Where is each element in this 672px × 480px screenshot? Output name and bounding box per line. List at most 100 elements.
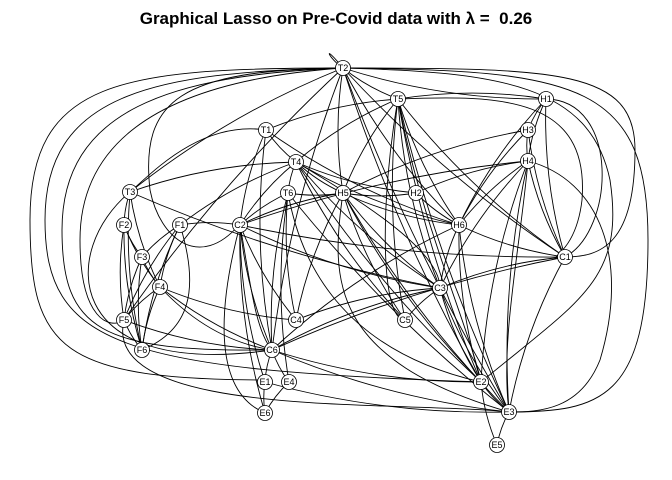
node-circle bbox=[335, 60, 351, 76]
edge-H6-C1 bbox=[458, 224, 566, 258]
edge-H6-E3 bbox=[458, 224, 510, 413]
node-label: F6 bbox=[137, 345, 148, 355]
edge-H5-H6 bbox=[342, 192, 460, 226]
edge-H3-C1 bbox=[527, 129, 566, 258]
node-E6: E6 bbox=[257, 405, 273, 421]
node-H5: H5 bbox=[335, 185, 351, 201]
graph-edge bbox=[239, 224, 273, 351]
node-F1: F1 bbox=[172, 217, 188, 233]
edge-T2-C1 bbox=[342, 67, 566, 258]
edge-T5-C5 bbox=[391, 98, 406, 321]
graph-edge bbox=[342, 67, 614, 383]
edge-H1-H6 bbox=[458, 98, 547, 226]
edge-H5-C2 bbox=[239, 192, 344, 226]
edge-H1-C1 bbox=[545, 98, 566, 258]
node-C5: C5 bbox=[397, 312, 413, 328]
node-label: T3 bbox=[125, 187, 136, 197]
node-label: C1 bbox=[559, 252, 571, 262]
node-circle bbox=[432, 280, 448, 296]
node-circle bbox=[257, 374, 273, 390]
node-label: H4 bbox=[522, 156, 534, 166]
node-label: H2 bbox=[410, 188, 422, 198]
node-label: E3 bbox=[503, 407, 514, 417]
node-label: T2 bbox=[338, 63, 349, 73]
edge-T6-C6 bbox=[270, 192, 289, 351]
node-label: H6 bbox=[453, 220, 465, 230]
node-circle bbox=[408, 185, 424, 201]
edge-C1-E3 bbox=[508, 256, 566, 413]
graph-edge bbox=[295, 161, 441, 289]
edge-T5-H5 bbox=[342, 98, 399, 194]
edge-C6-E2 bbox=[271, 349, 482, 383]
graph-edge bbox=[342, 67, 649, 413]
node-H4: H4 bbox=[520, 153, 536, 169]
edge-T1-H6 bbox=[265, 129, 460, 226]
node-circle bbox=[489, 437, 505, 453]
graph-edge bbox=[223, 224, 266, 414]
node-circle bbox=[520, 153, 536, 169]
edge-T4-E2 bbox=[295, 161, 482, 383]
edge-H4-H2 bbox=[415, 160, 529, 194]
edge-T6-C4 bbox=[285, 192, 297, 321]
edge-H3-H5 bbox=[342, 129, 529, 194]
node-circle bbox=[281, 374, 297, 390]
edge-C6-E3 bbox=[271, 349, 510, 413]
node-F4: F4 bbox=[152, 279, 168, 295]
node-circle bbox=[288, 154, 304, 170]
edge-T5-E3 bbox=[397, 98, 510, 413]
node-circle bbox=[232, 217, 248, 233]
edge-T1-C2 bbox=[239, 129, 267, 226]
graph-edge bbox=[141, 224, 191, 351]
node-circle bbox=[538, 91, 554, 107]
node-circle bbox=[397, 312, 413, 328]
edge-T1-C6 bbox=[259, 129, 273, 351]
edge-F4-C4 bbox=[159, 286, 297, 321]
node-label: F4 bbox=[155, 282, 166, 292]
edge-H4-E2 bbox=[480, 160, 529, 383]
node-label: T5 bbox=[393, 94, 404, 104]
graph-edge bbox=[148, 67, 344, 248]
edge-F5-C6 bbox=[123, 319, 273, 351]
edge-H4-H6 bbox=[458, 160, 529, 226]
graph-edge bbox=[79, 67, 344, 324]
edge-T6-C2 bbox=[239, 192, 289, 226]
node-circle bbox=[134, 342, 150, 358]
graph-edge bbox=[384, 98, 406, 321]
edge-T5-T4 bbox=[295, 98, 399, 163]
node-H1: H1 bbox=[538, 91, 554, 107]
node-T5: T5 bbox=[390, 91, 406, 107]
node-label: E2 bbox=[475, 377, 486, 387]
edge-F4-F6 bbox=[141, 286, 161, 351]
edge-T4-C2 bbox=[239, 161, 297, 226]
edge-C3-C6 bbox=[271, 287, 441, 351]
node-layer: T2 T5 H1 H3 H4 T1 T4 T6 H5 H2 T3 F2 F1 C2 H6 C1 F3 F4 C3 F5… bbox=[116, 60, 573, 453]
edge-T6-E4 bbox=[280, 192, 290, 383]
node-F5: F5 bbox=[116, 312, 132, 328]
edge-C2-E1 bbox=[239, 224, 266, 383]
node-label: C3 bbox=[434, 283, 446, 293]
node-circle bbox=[172, 217, 188, 233]
node-label: C5 bbox=[399, 315, 411, 325]
node-label: E6 bbox=[259, 408, 270, 418]
graph-edge bbox=[29, 67, 344, 381]
edge-C1-C3 bbox=[439, 256, 566, 289]
node-C2: C2 bbox=[232, 217, 248, 233]
plot-title: Graphical Lasso on Pre-Covid data with λ… bbox=[139, 9, 533, 28]
edge-T3-C3 bbox=[129, 191, 441, 289]
edge-F3-F6 bbox=[137, 256, 143, 351]
node-F6: F6 bbox=[134, 342, 150, 358]
edge-T2-H1 bbox=[342, 67, 547, 100]
node-circle bbox=[473, 374, 489, 390]
node-label: F3 bbox=[137, 252, 148, 262]
node-label: H5 bbox=[337, 188, 349, 198]
edge-C3-E3 bbox=[439, 287, 510, 413]
edge-H4-C1 bbox=[527, 160, 566, 258]
edge-T4-C5 bbox=[295, 161, 406, 321]
edge-H5-E2 bbox=[342, 192, 482, 383]
node-H6: H6 bbox=[451, 217, 467, 233]
node-E4: E4 bbox=[281, 374, 297, 390]
edge-C2-E6 bbox=[239, 224, 266, 414]
node-E2: E2 bbox=[473, 374, 489, 390]
graph-edge bbox=[508, 160, 612, 413]
